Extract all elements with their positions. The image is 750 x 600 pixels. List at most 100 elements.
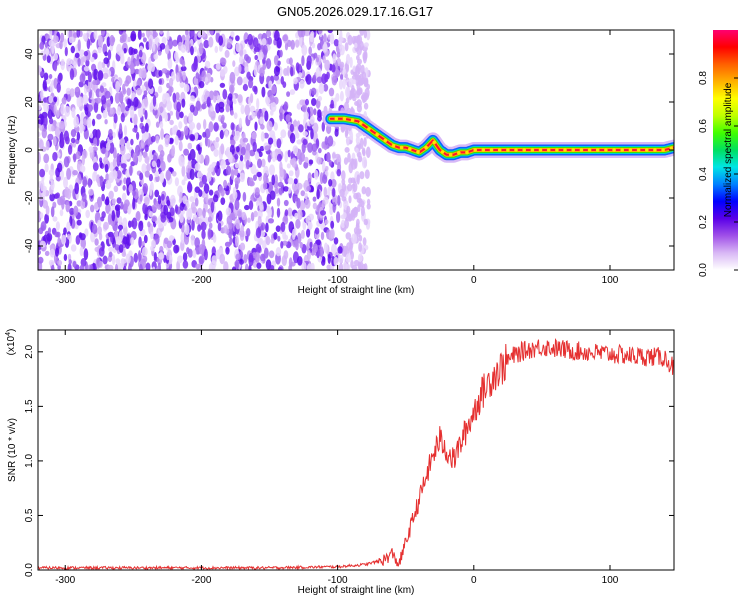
noise-blob [96, 196, 103, 208]
noise-blob [178, 140, 183, 152]
noise-blob [256, 171, 262, 178]
noise-blob [355, 135, 360, 145]
noise-blob [356, 63, 362, 71]
noise-blob [160, 128, 165, 140]
noise-blob [309, 241, 313, 249]
tone-track-peak [416, 150, 420, 154]
noise-blob [323, 186, 328, 198]
noise-blob [38, 227, 44, 235]
noise-blob [39, 212, 44, 219]
noise-blob [330, 99, 335, 109]
noise-blob [156, 158, 161, 168]
noise-blob [255, 187, 260, 196]
colorbar-tick-label: 0.4 [698, 167, 709, 181]
x-tick-label: -300 [55, 575, 75, 586]
noise-blob [177, 255, 183, 264]
noise-blob [123, 125, 128, 137]
noise-blob [122, 236, 128, 245]
noise-blob [218, 44, 223, 52]
noise-blob [214, 165, 219, 174]
noise-blob [218, 35, 224, 46]
y-tick-label: 1.0 [24, 454, 35, 468]
noise-blob [59, 195, 66, 205]
tone-track-peak [555, 148, 559, 152]
noise-blob [217, 210, 223, 222]
noise-blob [274, 187, 279, 194]
noise-blob [85, 209, 90, 219]
noise-blob [275, 247, 282, 257]
noise-blob [235, 42, 241, 53]
noise-blob [331, 64, 336, 73]
noise-blob [238, 159, 244, 171]
noise-blob [71, 107, 76, 119]
noise-blob [51, 125, 55, 132]
noise-blob [181, 179, 186, 186]
noise-blob [345, 253, 352, 263]
noise-blob [237, 94, 243, 104]
noise-blob [48, 74, 53, 79]
noise-blob [357, 58, 362, 65]
noise-blob [158, 101, 165, 113]
noise-blob [276, 197, 281, 207]
tone-track-peak [448, 153, 453, 157]
noise-blob [113, 185, 119, 193]
noise-blob [268, 80, 273, 90]
noise-blob [363, 263, 368, 270]
noise-blob [70, 129, 77, 138]
noise-blob [272, 156, 276, 162]
noise-blob [232, 186, 236, 197]
noise-blob [53, 53, 58, 61]
noise-blob [171, 126, 178, 135]
tone-track-peak [571, 148, 575, 152]
noise-blob [300, 190, 306, 197]
noise-blob [148, 173, 153, 182]
noise-blob [169, 119, 174, 126]
noise-blob [194, 162, 201, 171]
tone-track-peak [653, 148, 657, 152]
noise-blob [73, 205, 79, 217]
noise-blob [136, 87, 143, 96]
noise-blob [356, 174, 360, 185]
noise-blob [299, 242, 304, 249]
noise-blob [115, 236, 122, 246]
noise-blob [317, 30, 323, 35]
noise-blob [213, 122, 219, 132]
noise-blob [122, 185, 126, 191]
noise-blob [68, 36, 74, 44]
noise-blob [279, 112, 283, 122]
noise-blob [305, 98, 309, 106]
noise-blob [57, 259, 63, 266]
noise-blob [87, 177, 92, 188]
noise-blob [130, 138, 134, 146]
noise-blob [66, 188, 72, 200]
noise-blob [76, 219, 82, 226]
snr-frame [37, 329, 675, 571]
noise-blob [332, 152, 336, 159]
tone-track-peak [497, 148, 502, 152]
noise-blob [296, 182, 303, 190]
noise-blob [72, 170, 78, 176]
noise-blob [287, 207, 293, 217]
noise-blob [262, 63, 267, 71]
noise-blob [195, 216, 200, 225]
noise-blob [38, 256, 44, 264]
noise-blob [86, 38, 91, 50]
noise-blob [48, 169, 55, 177]
noise-blob [47, 227, 52, 234]
noise-blob [80, 124, 85, 132]
noise-blob [363, 102, 369, 110]
noise-blob [234, 259, 240, 270]
noise-blob [277, 148, 282, 154]
noise-blob [207, 228, 212, 240]
tone-track-peak [645, 148, 649, 152]
noise-blob [65, 201, 70, 213]
noise-blob [323, 242, 328, 253]
noise-blob [271, 102, 277, 112]
tone-track-peak [661, 148, 665, 152]
noise-blob [254, 151, 260, 161]
noise-blob [261, 38, 267, 46]
noise-blob [269, 130, 276, 139]
noise-blob [76, 30, 81, 38]
noise-blob [234, 162, 240, 169]
noise-blob [276, 207, 281, 218]
